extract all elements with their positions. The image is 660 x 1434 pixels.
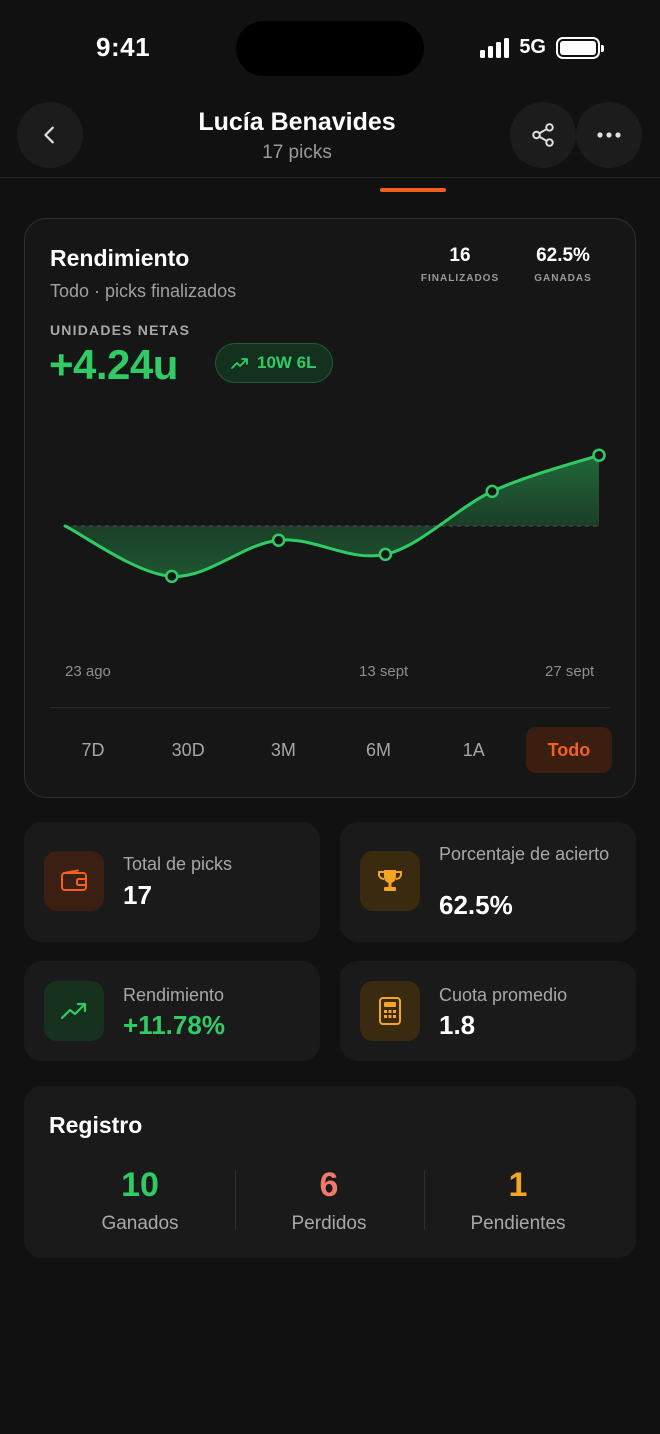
signal-icon [480,37,510,58]
units-chart [63,448,606,584]
range-tab-6m[interactable]: 6M [366,739,392,760]
record-won: 10 Ganados [46,1166,234,1235]
yield-card: Rendimiento +11.78% [24,961,320,1061]
network-type: 5G [519,36,546,58]
chevron-left-icon [44,126,54,144]
more-options-button[interactable] [576,102,642,168]
range-tab-todo[interactable]: Todo [525,727,612,773]
pending-label: Pendientes [470,1213,566,1234]
range-tab-1a[interactable]: 1A [462,739,485,760]
range-tab-30d[interactable]: 30D [171,739,205,760]
metric-value: 1.8 [439,1010,476,1040]
lost-count: 6 [319,1166,339,1204]
chart-point[interactable] [165,569,179,584]
tab-indicator [380,188,446,192]
net-units-value: +4.24u [49,341,178,388]
finalized-value: 16 [449,245,471,266]
calculator-icon [360,981,420,1041]
performance-title: Rendimiento [50,245,190,271]
chart-area-negative [65,526,439,577]
range-tab-3m[interactable]: 3M [270,739,296,760]
picks-count: 17 picks [262,142,332,163]
performance-card: Rendimiento Todo · picks finalizados 16 … [24,218,636,798]
metric-label: Rendimiento [123,985,225,1005]
metric-value: 17 [123,880,152,910]
battery-icon [556,36,604,59]
chart-point[interactable] [378,547,393,562]
chart-point[interactable] [592,448,606,462]
share-button[interactable] [510,102,576,168]
total-picks-card: Total de picks 17 [24,822,320,942]
time-range-selector: 7D 30D 3M 6M 1A Todo [50,727,612,773]
trend-up-icon [44,981,104,1041]
page-title: Lucía Benavides [198,108,396,136]
metric-label: Porcentaje de acierto [439,844,610,864]
wallet-icon [44,851,104,911]
chart-point[interactable] [271,533,286,547]
metric-label: Total de picks [123,854,233,874]
won-value: 62.5% [536,245,590,266]
trend-up-icon [231,358,248,369]
record-separator [424,1170,425,1230]
record-title: Registro [49,1112,143,1138]
x-tick-label: 13 sept [359,663,409,680]
pending-count: 1 [508,1166,528,1204]
status-bar: 9:41 5G [0,0,660,100]
more-horizontal-icon [597,132,621,138]
metric-value: +11.78% [123,1010,225,1040]
lost-label: Perdidos [291,1213,367,1234]
range-tab-7d[interactable]: 7D [81,739,105,760]
dynamic-island [236,21,424,76]
profile-header: Lucía Benavides 17 picks [0,100,660,178]
record-pending: 1 Pendientes [424,1166,612,1235]
record-lost: 6 Perdidos [235,1166,423,1235]
record-card: Registro 10 Ganados 6 Perdidos 1 Pendien… [24,1086,636,1258]
chart-point[interactable] [485,484,499,499]
won-stat: 62.5% GANADAS [525,245,601,284]
chart-series-line [63,453,601,578]
record-separator [235,1170,236,1230]
back-button[interactable] [17,102,83,168]
share-icon [532,123,554,147]
trophy-icon [360,851,420,911]
performance-subtitle: Todo · picks finalizados [50,281,237,301]
won-label: GANADAS [534,273,592,284]
won-count: 10 [121,1166,159,1204]
win-loss-badge: 10W 6L [215,343,333,383]
chart-divider [50,707,610,708]
finalized-stat: 16 FINALIZADOS [417,245,503,284]
x-tick-label: 23 ago [65,663,111,680]
net-units-label: UNIDADES NETAS [50,322,191,338]
status-time: 9:41 [96,32,151,62]
hit-rate-card: Porcentaje de acierto 62.5% [340,822,636,942]
finalized-label: FINALIZADOS [420,273,500,284]
metric-value: 62.5% [439,890,513,920]
x-tick-label: 27 sept [545,663,595,680]
won-label: Ganados [101,1213,179,1234]
win-loss-text: 10W 6L [257,353,317,372]
status-indicators: 5G [480,36,604,59]
metric-label: Cuota promedio [439,985,568,1005]
average-odds-card: Cuota promedio 1.8 [340,961,636,1061]
